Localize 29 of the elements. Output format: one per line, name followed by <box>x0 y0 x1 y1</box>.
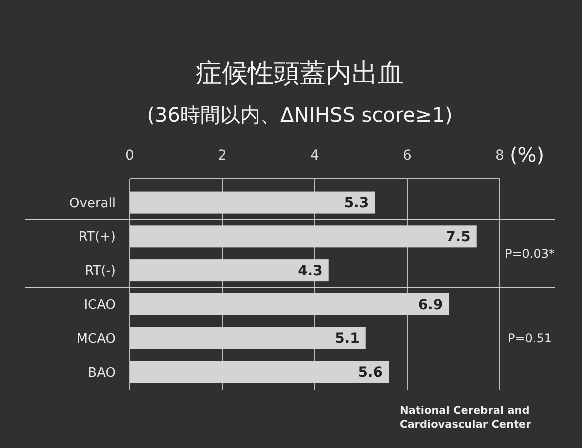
x-tick-label: 8 <box>496 148 504 164</box>
y-tick-label: Overall <box>70 196 116 212</box>
bar <box>130 361 389 384</box>
data-label: 5.3 <box>344 196 370 212</box>
chart-title: 症候性頭蓋内出血 <box>196 59 404 89</box>
data-label: 7.5 <box>446 230 471 246</box>
x-tick-label: 6 <box>403 148 412 164</box>
text: P=0.51 <box>508 332 552 346</box>
x-axis-title: (%) <box>510 143 545 167</box>
chart-subtitle: (36時間以内、ΔNIHSS score≥1) <box>147 103 453 127</box>
bar <box>130 327 366 350</box>
x-tick-label: 2 <box>218 148 227 164</box>
text: National Cerebral and Cardiovascular Center <box>400 405 532 431</box>
y-tick-label: MCAO <box>76 332 116 347</box>
bar <box>130 293 450 316</box>
bar <box>130 226 477 248</box>
data-label: 6.9 <box>418 297 444 314</box>
y-tick-label: BAO <box>88 366 116 381</box>
data-label: 5.6 <box>358 365 383 382</box>
x-tick-label: 4 <box>310 148 320 164</box>
x-tick-label: 0 <box>126 148 134 164</box>
bar <box>130 192 376 214</box>
y-tick-label: ICAO <box>84 298 116 313</box>
bar <box>130 260 329 282</box>
data-label: 5.1 <box>335 331 360 348</box>
y-tick-label: RT(+) <box>78 230 116 246</box>
y-tick-label: RT(-) <box>85 264 116 280</box>
data-label: 4.3 <box>298 263 323 280</box>
text: P=0.03* <box>504 246 556 261</box>
